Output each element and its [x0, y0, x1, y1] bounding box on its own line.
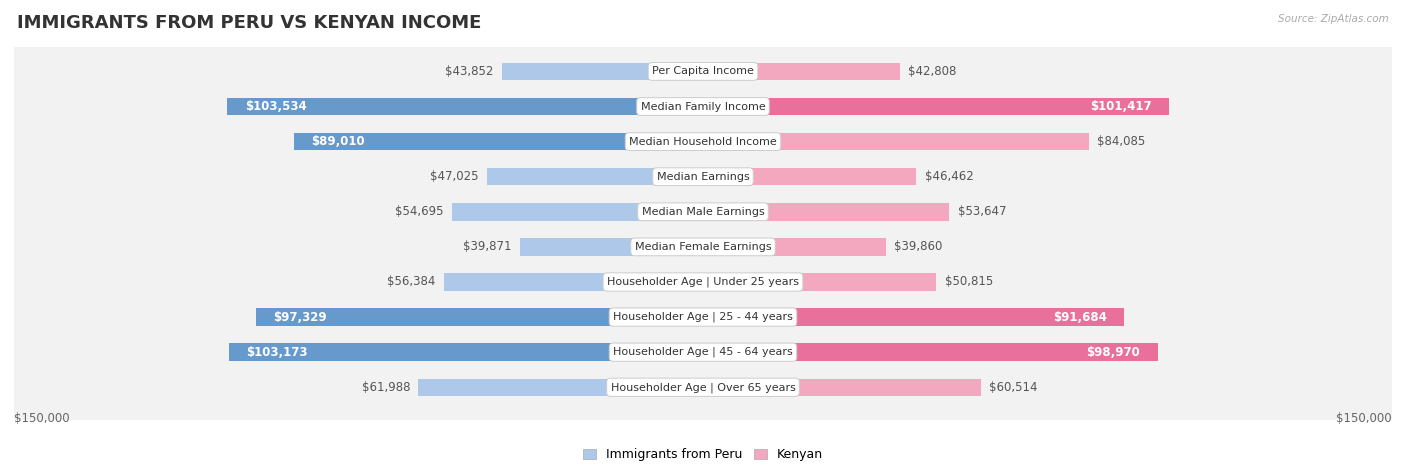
Bar: [703, 168, 917, 185]
Text: Householder Age | 45 - 64 years: Householder Age | 45 - 64 years: [613, 347, 793, 357]
Text: Median Family Income: Median Family Income: [641, 101, 765, 112]
Text: Source: ZipAtlas.com: Source: ZipAtlas.com: [1278, 14, 1389, 24]
Bar: [703, 238, 886, 255]
Text: $39,860: $39,860: [894, 241, 942, 254]
Text: $98,970: $98,970: [1087, 346, 1140, 359]
Text: $56,384: $56,384: [388, 276, 436, 289]
Bar: [294, 133, 703, 150]
Text: IMMIGRANTS FROM PERU VS KENYAN INCOME: IMMIGRANTS FROM PERU VS KENYAN INCOME: [17, 14, 481, 32]
Text: $46,462: $46,462: [925, 170, 973, 183]
Bar: [703, 343, 1157, 361]
Text: $42,808: $42,808: [908, 65, 956, 78]
Bar: [451, 203, 703, 220]
Text: Householder Age | 25 - 44 years: Householder Age | 25 - 44 years: [613, 312, 793, 322]
Text: $54,695: $54,695: [395, 205, 443, 218]
Text: $103,534: $103,534: [245, 100, 307, 113]
Text: Median Household Income: Median Household Income: [628, 137, 778, 147]
Text: $101,417: $101,417: [1090, 100, 1152, 113]
Text: $89,010: $89,010: [311, 135, 366, 148]
Bar: [703, 273, 936, 291]
Text: $61,988: $61,988: [361, 381, 411, 394]
Bar: [703, 203, 949, 220]
Text: $91,684: $91,684: [1053, 311, 1107, 324]
Text: Householder Age | Over 65 years: Householder Age | Over 65 years: [610, 382, 796, 393]
Bar: [502, 63, 703, 80]
Text: Median Male Earnings: Median Male Earnings: [641, 207, 765, 217]
Bar: [703, 308, 1125, 326]
Bar: [703, 63, 900, 80]
Bar: [703, 98, 1168, 115]
Bar: [703, 133, 1090, 150]
Text: $150,000: $150,000: [1336, 412, 1392, 425]
Text: Median Earnings: Median Earnings: [657, 172, 749, 182]
Text: $39,871: $39,871: [463, 241, 512, 254]
Bar: [703, 379, 981, 396]
Text: Per Capita Income: Per Capita Income: [652, 66, 754, 77]
Bar: [229, 343, 703, 361]
Bar: [486, 168, 703, 185]
Bar: [444, 273, 703, 291]
Text: Median Female Earnings: Median Female Earnings: [634, 242, 772, 252]
Bar: [419, 379, 703, 396]
Text: $53,647: $53,647: [957, 205, 1007, 218]
Bar: [228, 98, 703, 115]
Text: $84,085: $84,085: [1098, 135, 1146, 148]
Legend: Immigrants from Peru, Kenyan: Immigrants from Peru, Kenyan: [578, 443, 828, 467]
Text: $97,329: $97,329: [273, 311, 326, 324]
Text: $150,000: $150,000: [14, 412, 70, 425]
Text: $43,852: $43,852: [444, 65, 494, 78]
Text: $103,173: $103,173: [246, 346, 308, 359]
Text: $50,815: $50,815: [945, 276, 993, 289]
Text: $47,025: $47,025: [430, 170, 479, 183]
Bar: [256, 308, 703, 326]
Bar: [520, 238, 703, 255]
Text: Householder Age | Under 25 years: Householder Age | Under 25 years: [607, 277, 799, 287]
Text: $60,514: $60,514: [990, 381, 1038, 394]
